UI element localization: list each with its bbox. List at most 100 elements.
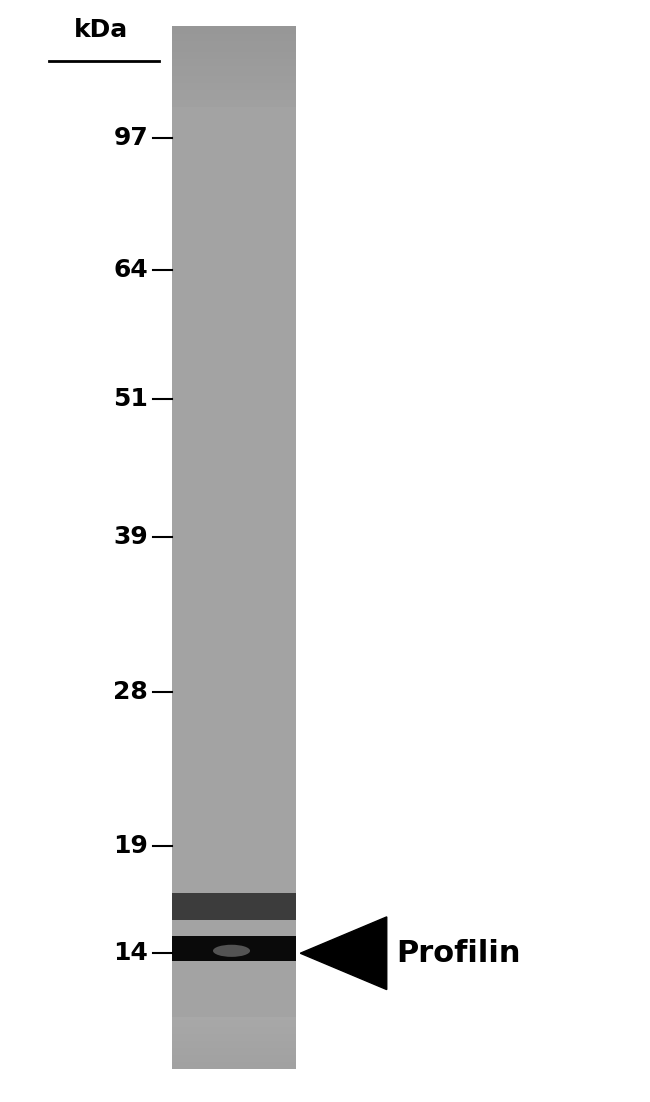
Bar: [172, 474, 296, 478]
Bar: [172, 162, 296, 166]
Bar: [172, 853, 296, 857]
Bar: [172, 519, 296, 523]
Bar: [172, 395, 296, 399]
Bar: [172, 937, 296, 961]
Bar: [172, 498, 296, 504]
Text: kDa: kDa: [73, 18, 128, 42]
Bar: [172, 579, 296, 583]
Bar: [172, 731, 296, 736]
Bar: [172, 533, 296, 538]
Bar: [172, 54, 296, 58]
Bar: [172, 658, 296, 662]
Bar: [172, 727, 296, 732]
Bar: [172, 450, 296, 454]
Bar: [172, 339, 296, 344]
Bar: [172, 829, 296, 833]
Bar: [172, 797, 296, 801]
Bar: [172, 669, 296, 673]
Bar: [172, 1023, 296, 1027]
Bar: [172, 252, 296, 257]
Bar: [172, 370, 296, 375]
Bar: [172, 453, 296, 458]
Bar: [172, 165, 296, 170]
Bar: [172, 220, 296, 226]
Bar: [172, 814, 296, 819]
Bar: [172, 1054, 296, 1059]
Bar: [172, 506, 296, 510]
Bar: [172, 485, 296, 489]
Bar: [172, 676, 296, 680]
Bar: [172, 335, 296, 339]
Bar: [172, 1058, 296, 1062]
Bar: [172, 575, 296, 580]
Bar: [172, 998, 296, 1003]
Bar: [172, 690, 296, 694]
Bar: [172, 388, 296, 392]
Bar: [172, 943, 296, 948]
Bar: [172, 905, 296, 909]
Bar: [172, 65, 296, 69]
Bar: [172, 314, 296, 320]
Bar: [172, 207, 296, 212]
Bar: [172, 356, 296, 360]
Bar: [172, 383, 296, 389]
Bar: [172, 756, 296, 760]
Bar: [172, 752, 296, 757]
Bar: [172, 175, 296, 181]
Bar: [172, 884, 296, 888]
Bar: [172, 159, 296, 163]
Text: 19: 19: [113, 834, 148, 858]
Bar: [172, 711, 296, 715]
Bar: [172, 301, 296, 305]
Bar: [172, 863, 296, 867]
Bar: [172, 981, 296, 985]
Bar: [172, 217, 296, 222]
Bar: [172, 290, 296, 295]
Bar: [172, 793, 296, 798]
Bar: [172, 287, 296, 291]
Bar: [172, 661, 296, 667]
Bar: [172, 1047, 296, 1051]
Bar: [172, 110, 296, 115]
Bar: [172, 482, 296, 486]
Bar: [172, 995, 296, 1000]
Bar: [172, 548, 296, 552]
Bar: [172, 33, 296, 37]
Bar: [172, 887, 296, 892]
Bar: [172, 869, 296, 875]
Bar: [172, 283, 296, 288]
Bar: [172, 957, 296, 961]
Bar: [172, 235, 296, 239]
Ellipse shape: [213, 944, 250, 957]
Bar: [172, 766, 296, 770]
Bar: [172, 666, 296, 670]
Bar: [172, 627, 296, 631]
Bar: [172, 835, 296, 840]
Bar: [172, 325, 296, 329]
Bar: [172, 1029, 296, 1034]
Bar: [172, 672, 296, 677]
Bar: [172, 280, 296, 284]
Bar: [172, 478, 296, 483]
Bar: [172, 953, 296, 958]
Bar: [172, 36, 296, 42]
Bar: [172, 134, 296, 139]
Bar: [172, 214, 296, 218]
Bar: [172, 172, 296, 176]
Bar: [172, 106, 296, 111]
Bar: [172, 1040, 296, 1045]
Bar: [172, 769, 296, 774]
Bar: [172, 1050, 296, 1055]
Text: 28: 28: [114, 680, 148, 704]
Bar: [172, 832, 296, 836]
Bar: [172, 1019, 296, 1024]
Bar: [172, 564, 296, 569]
Bar: [172, 495, 296, 499]
Bar: [172, 537, 296, 541]
Bar: [172, 86, 296, 90]
Bar: [172, 880, 296, 885]
Bar: [172, 527, 296, 531]
Bar: [172, 922, 296, 927]
Bar: [172, 241, 296, 246]
Bar: [172, 1065, 296, 1069]
